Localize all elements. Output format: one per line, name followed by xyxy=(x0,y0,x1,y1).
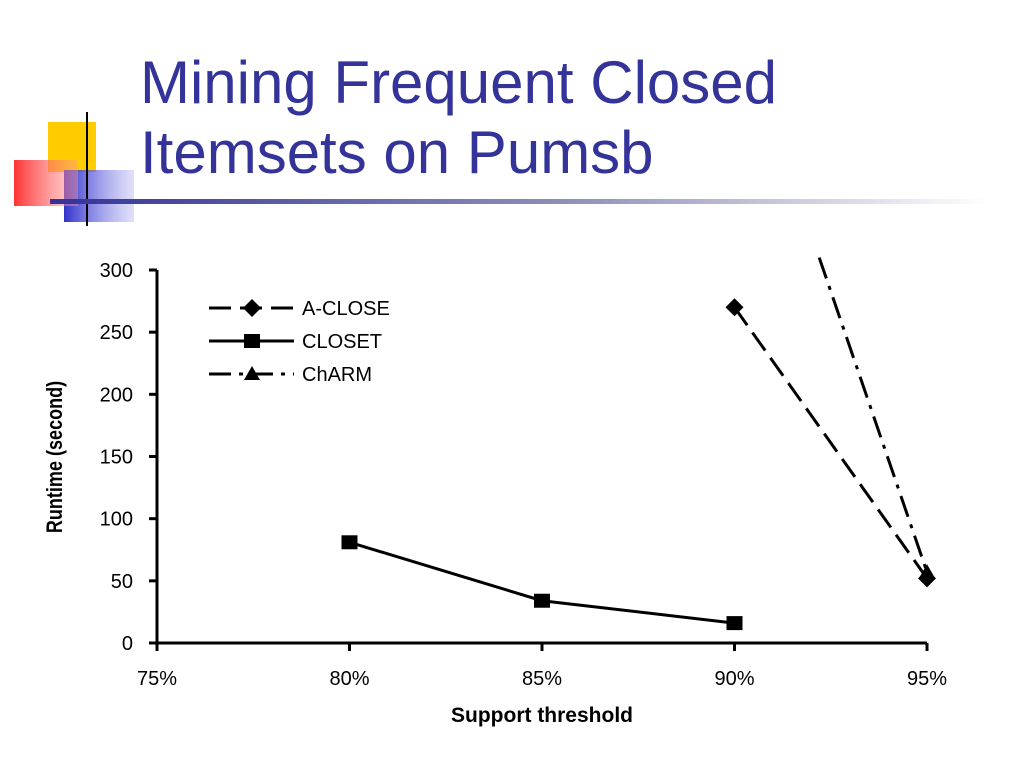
legend-item-a-close: A-CLOSE xyxy=(209,298,390,320)
slide-title-line-1: Mining Frequent Closed xyxy=(140,49,778,116)
y-tick-label: 300 xyxy=(100,260,133,282)
data-point-closet xyxy=(534,593,550,608)
series-line-charm xyxy=(817,257,929,573)
series-closet xyxy=(341,535,743,631)
slide-decoration xyxy=(14,112,990,226)
y-tick-label: 50 xyxy=(111,571,133,593)
x-tick-label: 95% xyxy=(907,668,947,690)
x-tick-label: 80% xyxy=(329,668,369,690)
slide-title-line-2: Itemsets on Pumsb xyxy=(140,119,654,186)
slide-title: Mining Frequent Closed Itemsets on Pumsb xyxy=(140,48,1000,188)
x-tick-label: 85% xyxy=(522,668,562,690)
series-line-closet xyxy=(349,540,735,625)
red-bar xyxy=(14,160,78,206)
y-axis-title: Runtime (second) xyxy=(43,381,67,533)
legend-item-charm: ChARM xyxy=(209,364,372,386)
series-line-a-close xyxy=(733,306,929,580)
y-tick-label: 150 xyxy=(100,447,133,469)
legend-marker-charm xyxy=(244,366,260,380)
y-tick-label: 200 xyxy=(100,384,133,406)
x-axis-title: Support threshold xyxy=(451,704,633,727)
data-point-a-close xyxy=(725,298,744,317)
data-point-closet xyxy=(726,616,743,631)
data-point-closet xyxy=(341,535,358,550)
legend-label-charm: ChARM xyxy=(302,364,372,386)
horizontal-rule xyxy=(50,199,990,204)
x-tick-label: 90% xyxy=(714,668,754,690)
legend-marker-closet xyxy=(244,334,260,348)
legend-marker-a-close xyxy=(243,299,261,317)
chart-legend: A-CLOSE CLOSET ChARM xyxy=(209,298,390,386)
y-tick-label: 250 xyxy=(100,322,133,344)
chart-plot-area xyxy=(341,257,936,631)
legend-label-a-close: A-CLOSE xyxy=(302,298,390,320)
legend-label-closet: CLOSET xyxy=(302,331,382,353)
y-tick-label: 0 xyxy=(122,633,133,655)
y-tick-label: 100 xyxy=(100,509,133,531)
x-tick-label: 75% xyxy=(137,668,177,690)
legend-item-closet: CLOSET xyxy=(209,331,382,353)
series-a-close xyxy=(725,298,936,588)
data-point-charm xyxy=(919,564,935,579)
chart-axes: 0 50 100 150 200 250 300 75% 80% 85% 90% 95% xyxy=(100,260,948,690)
series-charm xyxy=(817,257,935,579)
